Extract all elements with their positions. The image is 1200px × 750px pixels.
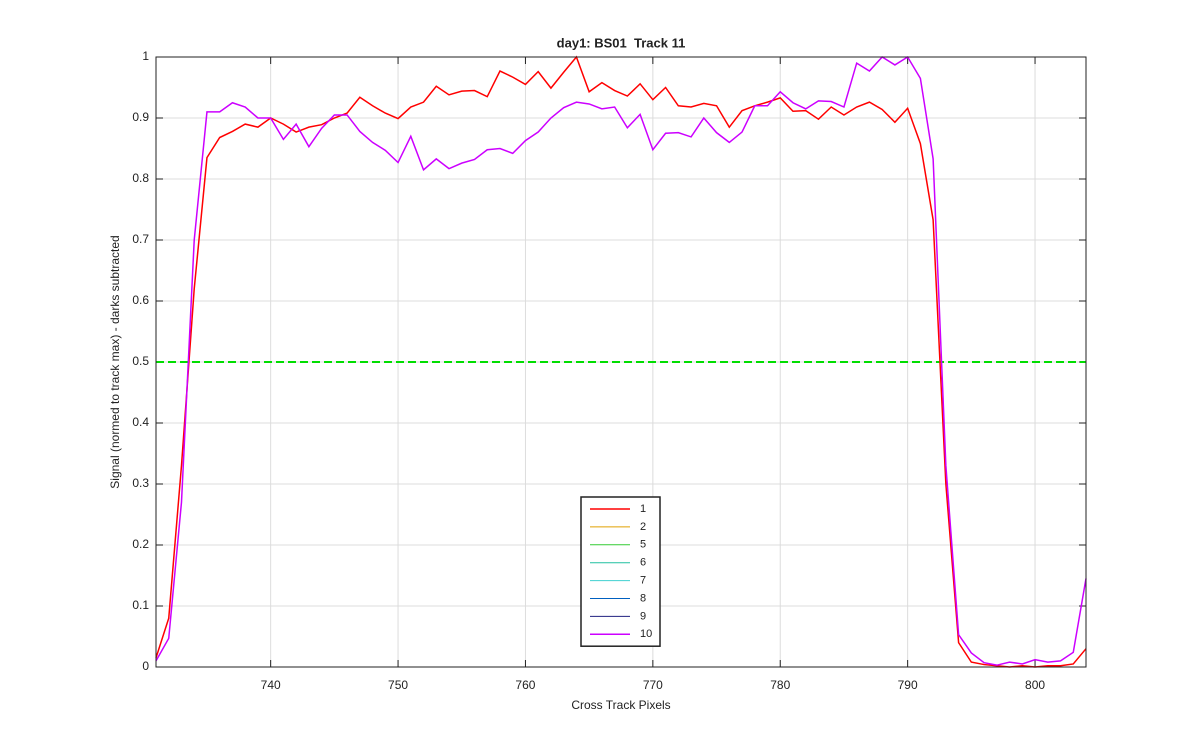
y-axis-label: Signal (normed to track max) - darks sub… xyxy=(108,235,122,488)
legend-label: 7 xyxy=(640,575,646,587)
y-tick-label: 0 xyxy=(142,659,149,673)
y-tick-label: 0.1 xyxy=(132,598,149,612)
legend-label: 5 xyxy=(640,539,646,551)
legend-label: 1 xyxy=(640,503,646,515)
x-tick-label: 770 xyxy=(643,678,663,692)
x-tick-label: 750 xyxy=(388,678,408,692)
y-tick-label: 0.8 xyxy=(132,171,149,185)
x-axis-label: Cross Track Pixels xyxy=(571,698,670,712)
series-line xyxy=(155,55,1087,666)
legend-label: 9 xyxy=(640,610,646,622)
x-tick-label: 760 xyxy=(515,678,535,692)
chart-title: day1: BS01 Track 11 xyxy=(557,35,686,50)
legend-label: 8 xyxy=(640,592,646,604)
y-tick-label: 0.2 xyxy=(132,537,149,551)
y-tick-label: 0.5 xyxy=(132,354,149,368)
x-tick-label: 790 xyxy=(898,678,918,692)
series-line xyxy=(155,55,1087,668)
y-tick-label: 0.4 xyxy=(132,415,149,429)
x-tick-label: 800 xyxy=(1025,678,1045,692)
y-tick-label: 0.9 xyxy=(132,110,149,124)
x-tick-label: 780 xyxy=(770,678,790,692)
legend-box xyxy=(580,496,661,647)
legend-label: 10 xyxy=(640,628,652,640)
y-tick-label: 0.7 xyxy=(132,232,149,246)
axes-box xyxy=(155,56,1087,668)
x-tick-label: 740 xyxy=(261,678,281,692)
y-tick-label: 0.6 xyxy=(132,293,149,307)
y-tick-label: 1 xyxy=(142,49,149,63)
legend-label: 2 xyxy=(640,521,646,533)
y-tick-label: 0.3 xyxy=(132,476,149,490)
legend-label: 6 xyxy=(640,557,646,569)
